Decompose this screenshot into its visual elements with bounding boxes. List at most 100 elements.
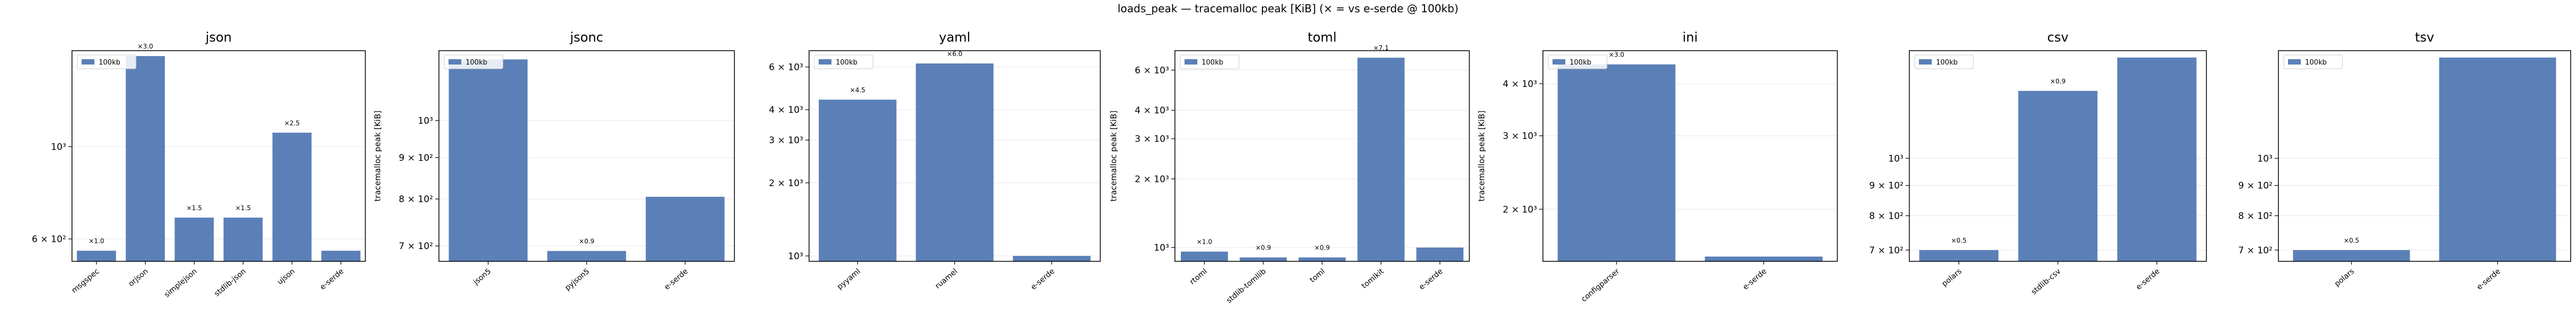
legend-swatch	[1553, 59, 1565, 65]
data-label: ×0.9	[1314, 244, 1330, 252]
y-tick-label: 2 × 10³	[1503, 204, 1537, 215]
y-tick-label: 3 × 10³	[1503, 131, 1537, 142]
x-tick-label: e-serde	[318, 267, 346, 292]
legend-box	[1914, 54, 1974, 69]
x-tick-label: rtoml	[1188, 267, 1209, 286]
y-tick-label: 8 × 10²	[399, 194, 433, 205]
bar-rtoml	[1181, 251, 1228, 261]
x-tick-label: toml	[1308, 267, 1326, 285]
bar-orjson	[125, 56, 165, 261]
bar-stdlib-json	[223, 218, 263, 261]
x-tick-label: polars	[2333, 267, 2356, 289]
y-tick-label: 7 × 10²	[1869, 245, 1903, 256]
y-tick-label: 7 × 10²	[399, 241, 433, 252]
data-label: ×0.9	[579, 238, 594, 245]
x-tick-label: simplejson	[163, 267, 199, 299]
y-tick-label: 4 × 10³	[1135, 106, 1169, 116]
x-tick-label: tomlkit	[1360, 267, 1386, 290]
legend-swatch	[1185, 59, 1197, 65]
x-tick-label: pyyaml	[836, 267, 862, 291]
data-label: ×6.0	[947, 50, 962, 58]
panel-title: csv	[2047, 30, 2069, 45]
bar-msgspec	[77, 251, 116, 261]
y-tick-label: 6 × 10³	[769, 62, 803, 73]
plot-frame	[2278, 50, 2571, 262]
bar-polars	[2293, 250, 2410, 261]
legend-swatch	[449, 59, 461, 65]
plot-frame	[71, 50, 366, 262]
data-label: ×1.5	[187, 204, 202, 212]
legend-label: 100kb	[1936, 59, 1958, 67]
bar-stdlib-tomllib	[1239, 257, 1287, 261]
figure-suptitle: loads_peak — tracemalloc peak [KiB] (× =…	[1117, 2, 1459, 15]
data-label: ×0.5	[1951, 237, 1966, 244]
bar-ujson	[272, 132, 312, 261]
y-axis-label: tracemalloc peak [KiB]	[1477, 110, 1486, 201]
y-tick-label: 10³	[418, 116, 433, 126]
legend-box	[444, 54, 503, 69]
legend-label: 100kb	[1570, 59, 1591, 67]
panel-title: json	[205, 30, 231, 45]
bar-polars	[1919, 250, 1999, 261]
data-label: ×7.1	[1373, 44, 1389, 52]
y-tick-label: 10³	[1889, 154, 1903, 164]
legend-box	[1548, 54, 1607, 69]
bar-toml	[1298, 257, 1346, 261]
legend-label: 100kb	[99, 59, 121, 67]
y-tick-label: 2 × 10³	[1135, 174, 1169, 185]
y-tick-label: 10³	[788, 251, 803, 262]
x-tick-label: stdlib-tomllib	[1225, 267, 1268, 305]
y-tick-label: 10³	[1154, 243, 1169, 253]
y-tick-label: 4 × 10³	[769, 105, 803, 116]
y-tick-label: 4 × 10³	[1503, 79, 1537, 90]
y-axis-label: tracemalloc peak [KiB]	[1109, 110, 1118, 201]
plot-frame	[438, 50, 735, 262]
y-tick-label: 6 × 10²	[32, 234, 66, 245]
data-label: ×0.9	[1255, 244, 1271, 252]
legend-swatch	[2288, 59, 2301, 65]
y-tick-label: 10³	[51, 142, 66, 153]
bar-pyyaml	[819, 99, 897, 261]
bar-configparser	[1557, 64, 1676, 262]
y-tick-label: 10³	[2258, 154, 2273, 164]
plot-frame	[809, 50, 1101, 262]
data-label: ×3.0	[138, 43, 153, 50]
legend-label: 100kb	[1202, 59, 1223, 67]
y-tick-label: 7 × 10²	[2238, 245, 2273, 256]
legend-box	[814, 54, 874, 69]
x-tick-label: stdlib-json	[213, 267, 247, 299]
bar-simplejson	[174, 218, 214, 261]
x-tick-label: e-serde	[2475, 267, 2502, 292]
y-tick-label: 8 × 10²	[1869, 211, 1903, 221]
x-tick-label: e-serde	[663, 267, 690, 292]
bar-stdlib-csv	[2018, 91, 2098, 262]
legend-box	[77, 54, 137, 69]
plot-frame	[1909, 50, 2207, 262]
panel-title: toml	[1308, 30, 1337, 45]
legend-label: 100kb	[2305, 59, 2327, 67]
panel-title: jsonc	[570, 30, 603, 45]
bar-pyjson5	[547, 251, 626, 261]
x-tick-label: ruamel	[933, 267, 959, 291]
data-label: ×1.0	[1197, 238, 1212, 246]
x-tick-label: msgspec	[70, 267, 101, 295]
y-tick-label: 8 × 10²	[2238, 211, 2273, 221]
bar-tomlkit	[1357, 58, 1405, 262]
y-tick-label: 3 × 10³	[1135, 134, 1169, 145]
data-label: ×2.5	[284, 119, 300, 127]
x-tick-label: e-serde	[1741, 267, 1769, 292]
legend-swatch	[82, 59, 94, 65]
x-tick-label: json5	[471, 267, 493, 287]
y-tick-label: 9 × 10²	[399, 153, 433, 163]
x-tick-label: e-serde	[1029, 267, 1057, 292]
x-tick-label: e-serde	[1418, 267, 1445, 292]
bar-e-serde	[1705, 257, 1823, 261]
legend-swatch	[819, 59, 831, 65]
bar-e-serde	[321, 251, 361, 261]
bar-e-serde	[2439, 57, 2556, 262]
data-label: ×4.5	[850, 86, 865, 94]
data-label: ×1.0	[89, 237, 104, 245]
data-label: ×0.5	[2343, 237, 2359, 244]
panel-title: ini	[1683, 30, 1698, 45]
